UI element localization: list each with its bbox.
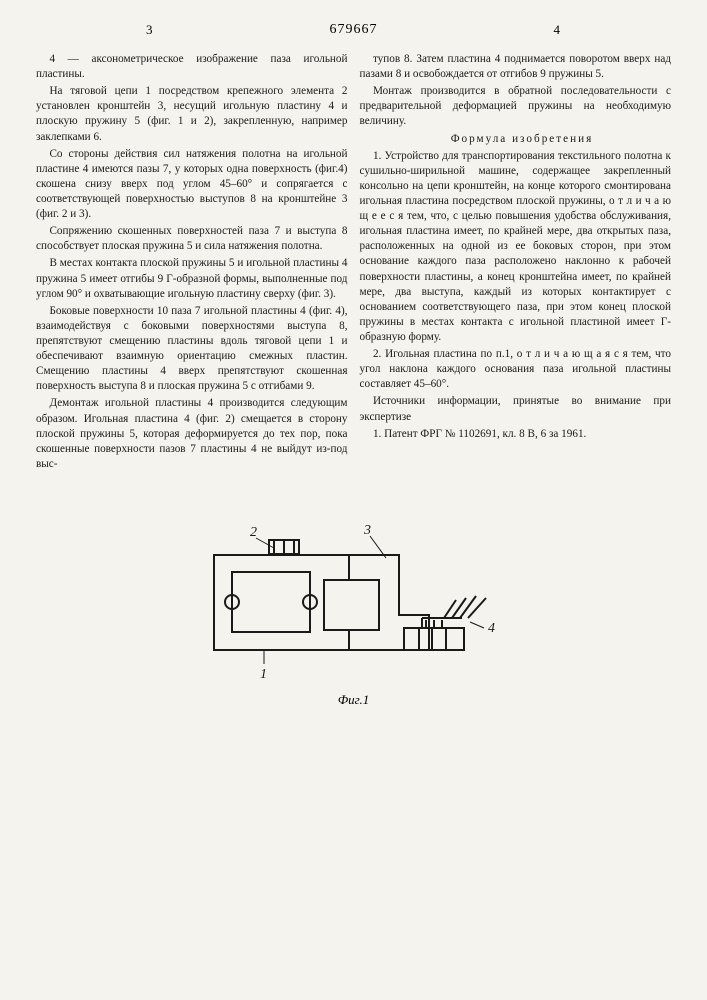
document-number: 679667	[330, 22, 378, 37]
figure-svg: 2 3 4 1	[174, 500, 534, 690]
para: В местах контакта плоской пружины 5 и иг…	[36, 256, 348, 301]
document-header: 3 679667 4	[36, 22, 671, 38]
para: Со стороны действия сил натяжения полотн…	[36, 147, 348, 223]
callout-3: 3	[363, 523, 371, 538]
figure-1: 2 3 4 1 Фиг.1	[36, 500, 671, 708]
para: Монтаж производится в обратной последова…	[360, 84, 672, 129]
right-column: тупов 8. Затем пластина 4 поднимается по…	[360, 52, 672, 474]
text-columns: 4 — аксонометрическое изображение паза и…	[36, 52, 671, 474]
para: Боковые поверхности 10 паза 7 игольной п…	[36, 304, 348, 395]
source-1: 1. Патент ФРГ № 1102691, кл. 8 В, 6 за 1…	[360, 427, 672, 442]
callout-1: 1	[260, 667, 267, 682]
page-number-left: 3	[146, 22, 154, 38]
left-column: 4 — аксонометрическое изображение паза и…	[36, 52, 348, 474]
para: Демонтаж игольной пластины 4 производитс…	[36, 396, 348, 472]
claim-1: 1. Устройство для транспортирования текс…	[360, 149, 672, 345]
claim-2: 2. Игольная пластина по п.1, о т л и ч а…	[360, 347, 672, 392]
formula-heading: Формула изобретения	[360, 132, 672, 147]
callout-2: 2	[250, 525, 257, 540]
page-root: 3 679667 4 4 — аксонометрическое изображ…	[0, 0, 707, 718]
para: На тяговой цепи 1 посредством крепежного…	[36, 84, 348, 144]
para: 4 — аксонометрическое изображение паза и…	[36, 52, 348, 82]
para: Сопряжению скошенных поверхностей паза 7…	[36, 224, 348, 254]
figure-label: Фиг.1	[36, 692, 671, 708]
sources-heading: Источники информации, принятые во вниман…	[360, 394, 672, 424]
para: тупов 8. Затем пластина 4 поднимается по…	[360, 52, 672, 82]
callout-4: 4	[488, 621, 495, 636]
page-number-right: 4	[554, 22, 562, 38]
